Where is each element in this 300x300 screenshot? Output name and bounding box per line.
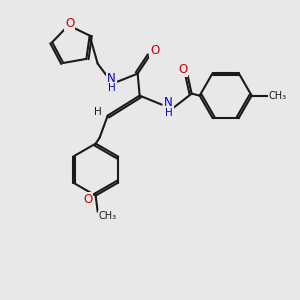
- Text: H: H: [165, 108, 172, 118]
- Text: CH₃: CH₃: [99, 211, 117, 220]
- Text: O: O: [150, 44, 159, 57]
- Text: O: O: [83, 193, 92, 206]
- Text: O: O: [65, 17, 74, 30]
- Text: CH₃: CH₃: [268, 91, 287, 100]
- Text: N: N: [164, 96, 173, 109]
- Text: N: N: [107, 72, 116, 85]
- Text: H: H: [108, 82, 116, 93]
- Text: H: H: [94, 106, 101, 117]
- Text: O: O: [178, 63, 187, 76]
